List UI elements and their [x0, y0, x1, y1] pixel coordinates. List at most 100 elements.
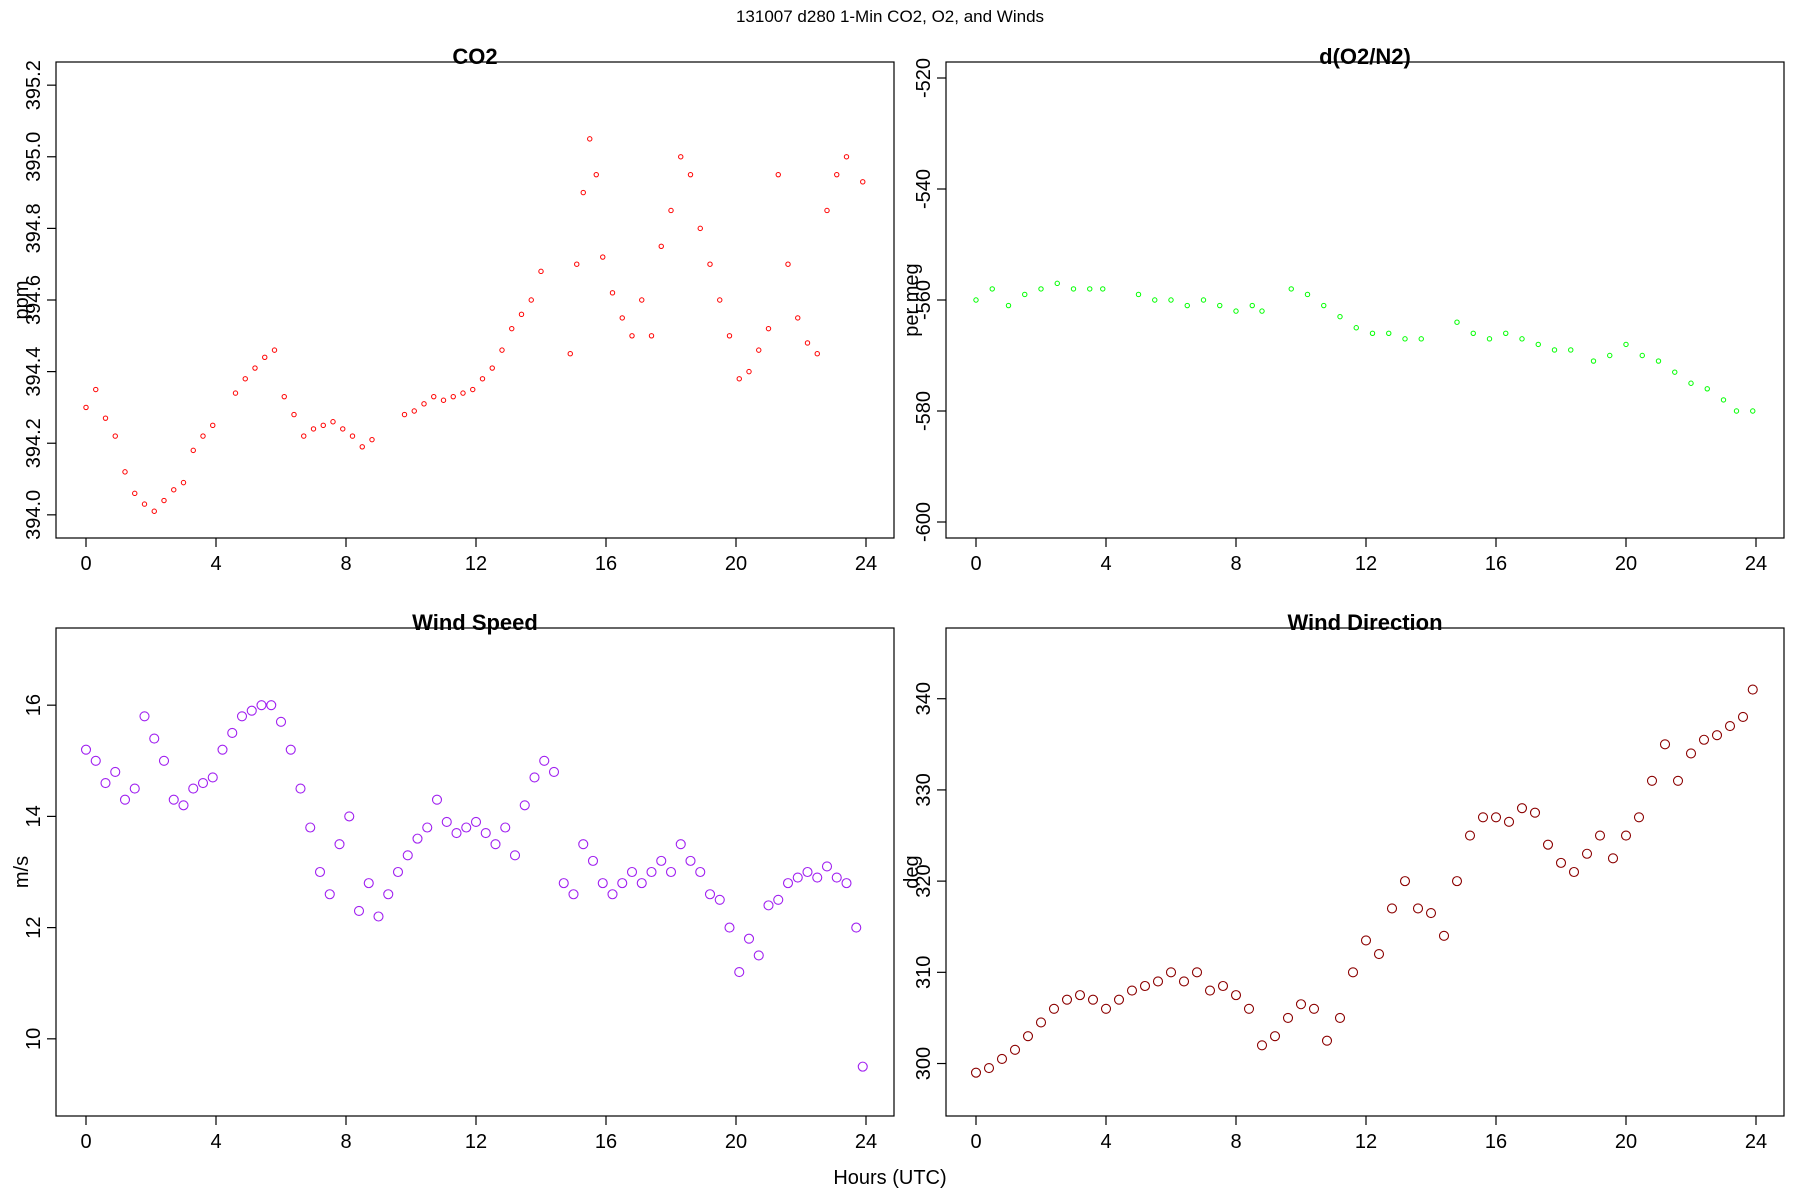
y-tick-label: 16: [23, 694, 45, 716]
data-point: [1711, 730, 1723, 741]
y-tick-label: 394.2: [23, 418, 45, 468]
data-point: [824, 207, 830, 214]
y-tick-label: -580: [913, 391, 935, 431]
data-point: [480, 828, 491, 839]
data-point: [1698, 734, 1710, 745]
data-points-wspd: [80, 700, 868, 1072]
y-axis-label: m/s: [11, 856, 33, 888]
data-point: [717, 297, 723, 303]
data-point: [110, 766, 121, 777]
data-point: [658, 243, 664, 249]
data-point: [451, 828, 462, 839]
data-point: [1568, 866, 1580, 878]
data-point: [775, 171, 781, 178]
data-point: [1402, 336, 1408, 342]
data-point: [1386, 330, 1392, 336]
data-point: [1022, 1031, 1034, 1042]
y-tick-label: 395.2: [23, 60, 45, 110]
panel-o2n2: d(O2/N2) 0 4 8 12 16 20 24 -600 -580 -560 -540 -520 p…: [901, 44, 1785, 575]
data-point: [1152, 976, 1164, 987]
data-point: [178, 800, 189, 811]
data-point: [782, 878, 794, 889]
data-point: [996, 1053, 1008, 1065]
data-point: [102, 415, 109, 421]
data-point: [629, 333, 635, 339]
data-point: [587, 136, 593, 142]
data-point: [500, 822, 511, 833]
x-tick-label: 16: [595, 553, 617, 575]
data-point: [310, 426, 317, 432]
data-point: [490, 839, 501, 850]
data-point: [1470, 330, 1476, 336]
x-tick-label: 12: [465, 553, 487, 575]
panel-title: d(O2/N2): [1319, 44, 1411, 69]
data-point: [763, 900, 774, 911]
data-point: [1139, 980, 1151, 992]
data-point: [821, 861, 833, 872]
data-point: [1590, 358, 1597, 364]
data-point: [812, 872, 823, 883]
data-point: [1581, 848, 1593, 859]
data-point: [1347, 967, 1359, 978]
data-point: [1256, 1040, 1268, 1051]
data-point: [275, 716, 287, 727]
data-point: [736, 376, 742, 382]
data-point: [1353, 325, 1359, 331]
data-point: [1750, 408, 1756, 414]
x-tick-label: 0: [80, 1131, 91, 1153]
x-tick-label: 8: [1230, 553, 1241, 575]
data-point: [626, 866, 638, 878]
data-point: [431, 794, 443, 805]
data-point: [792, 872, 803, 883]
data-point: [217, 744, 228, 755]
x-tick-label: 8: [1230, 1131, 1241, 1153]
x-tick-label: 24: [1745, 1131, 1767, 1153]
data-point: [1737, 711, 1749, 723]
data-point: [860, 179, 866, 185]
x-tick-label: 4: [1100, 553, 1111, 575]
data-point: [256, 700, 267, 711]
data-point: [831, 872, 842, 883]
data-point: [330, 419, 336, 425]
data-point: [804, 340, 811, 346]
data-point: [1685, 748, 1697, 759]
data-point: [539, 755, 550, 766]
data-point: [1490, 812, 1502, 823]
data-point: [1704, 386, 1710, 392]
data-point: [1486, 336, 1493, 342]
data-point: [392, 866, 404, 878]
y-tick-label: 394.8: [23, 203, 45, 253]
data-point: [1535, 341, 1541, 348]
panel-wspd: Wind Speed 0 4 8 12 16 20 24 10 12 14 16 m/s: [11, 610, 895, 1153]
data-point: [1048, 1003, 1060, 1014]
data-point: [518, 311, 525, 318]
data-point: [1568, 347, 1574, 353]
data-point: [402, 850, 413, 861]
x-tick-label: 20: [1615, 1131, 1637, 1153]
data-point: [320, 422, 326, 429]
data-point: [363, 878, 374, 889]
data-point: [1438, 930, 1450, 941]
y-tick-label: -560: [913, 280, 935, 320]
plot-frame: [945, 627, 1785, 1117]
data-point: [422, 822, 433, 833]
data-point: [119, 794, 131, 805]
x-tick-label: 12: [465, 1131, 487, 1153]
panel-title: CO2: [452, 44, 497, 69]
data-point: [814, 351, 820, 357]
data-point: [1113, 994, 1125, 1005]
data-point: [344, 811, 355, 822]
x-tick-label: 16: [1485, 1131, 1507, 1153]
data-point: [1418, 336, 1424, 342]
x-tick-label: 0: [970, 1131, 981, 1153]
panel-title: Wind Speed: [412, 610, 538, 635]
data-point: [180, 479, 187, 486]
data-point: [132, 490, 138, 497]
data-point: [1724, 721, 1736, 732]
y-axis-label: per meg: [901, 263, 923, 336]
panel-title: Wind Direction: [1287, 610, 1442, 635]
data-point: [785, 261, 791, 267]
data-point: [1386, 903, 1398, 914]
figure-title: 131007 d280 1-Min CO2, O2, and Winds: [736, 7, 1044, 26]
data-point: [648, 333, 655, 339]
